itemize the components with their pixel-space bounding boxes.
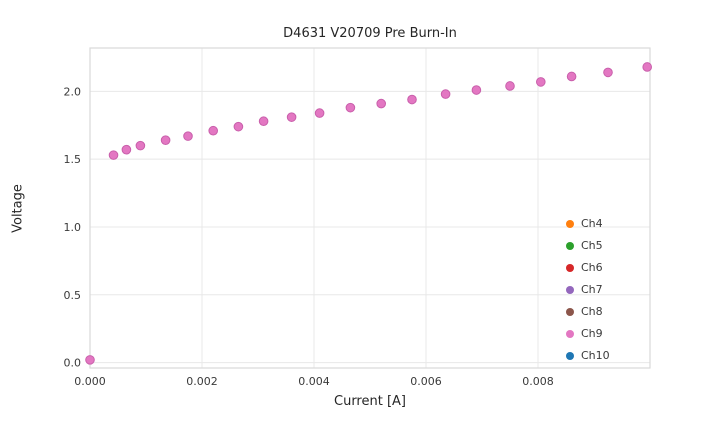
legend-item-ch7: Ch7 — [566, 279, 610, 301]
legend: Ch4 Ch5 Ch6 Ch7 Ch8 Ch9 Ch10 — [566, 213, 610, 367]
legend-label: Ch8 — [581, 305, 603, 318]
data-point — [286, 112, 297, 122]
data-point — [536, 77, 546, 87]
x-tick-label: 0.004 — [298, 375, 330, 388]
y-tick-label: 0.0 — [64, 357, 82, 370]
data-point — [440, 89, 451, 99]
legend-label: Ch4 — [581, 217, 603, 230]
data-point — [183, 131, 193, 141]
y-tick-label: 1.5 — [64, 153, 82, 166]
legend-label: Ch6 — [581, 261, 603, 274]
y-axis-label: Voltage — [10, 184, 26, 233]
legend-label: Ch9 — [581, 327, 603, 340]
ch5-marker-icon — [566, 242, 574, 250]
x-tick-label: 0.008 — [522, 375, 554, 388]
legend-label: Ch5 — [581, 239, 603, 252]
data-point — [603, 67, 613, 78]
legend-item-ch6: Ch6 — [566, 257, 610, 279]
data-point — [376, 98, 387, 109]
ch4-marker-icon — [566, 220, 574, 228]
data-point — [135, 140, 146, 151]
legend-item-ch5: Ch5 — [566, 235, 610, 257]
data-point — [471, 85, 482, 95]
data-point — [85, 355, 95, 365]
legend-label: Ch7 — [581, 283, 603, 296]
y-tick-label: 0.5 — [64, 289, 82, 302]
data-point — [505, 81, 515, 91]
data-point — [208, 125, 218, 136]
x-axis-label: Current [A] — [334, 394, 406, 409]
x-tick-label: 0.006 — [410, 375, 442, 388]
legend-item-ch4: Ch4 — [566, 213, 610, 235]
data-point — [160, 135, 171, 146]
plot-border — [89, 47, 651, 369]
data-point — [407, 94, 417, 105]
ch9-marker-icon — [566, 330, 574, 338]
x-tick-label: 0.002 — [186, 375, 218, 388]
legend-item-ch10: Ch10 — [566, 345, 610, 367]
data-point — [258, 116, 269, 127]
y-tick-label: 1.0 — [64, 221, 82, 234]
data-point — [233, 121, 244, 132]
data-point — [314, 108, 325, 118]
data-point — [566, 71, 577, 82]
data-point — [121, 144, 132, 155]
legend-label: Ch10 — [581, 349, 610, 362]
ch8-marker-icon — [566, 308, 574, 316]
data-point — [108, 150, 119, 160]
legend-item-ch8: Ch8 — [566, 301, 610, 323]
data-point — [345, 102, 356, 113]
legend-item-ch9: Ch9 — [566, 323, 610, 345]
data-point — [642, 62, 653, 72]
ch6-marker-icon — [566, 264, 574, 272]
x-tick-label: 0.000 — [74, 375, 106, 388]
chart-title: D4631 V20709 Pre Burn-In — [283, 26, 457, 41]
ch7-marker-icon — [566, 286, 574, 294]
ch10-marker-icon — [566, 352, 574, 360]
y-tick-label: 2.0 — [64, 85, 82, 98]
